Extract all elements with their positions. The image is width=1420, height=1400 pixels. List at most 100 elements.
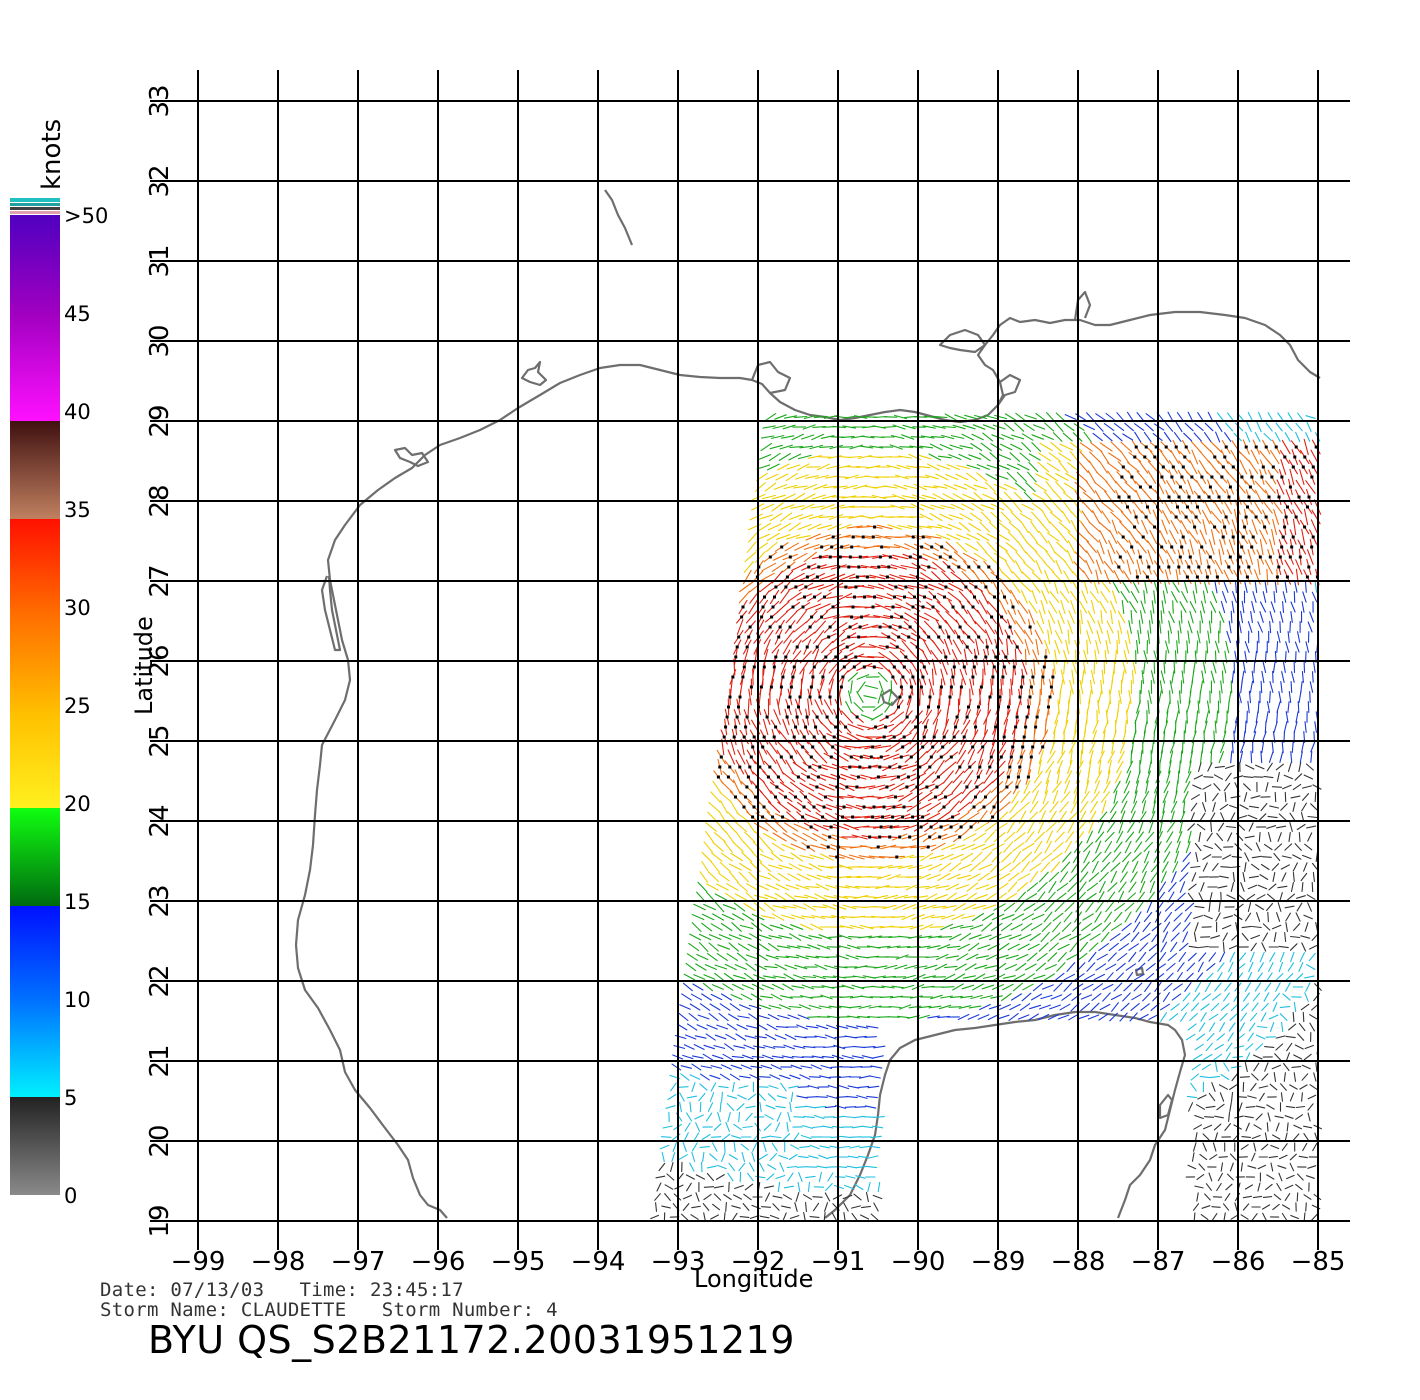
- rain-flag-marker: [809, 685, 813, 689]
- wind-vector: [922, 709, 933, 725]
- wind-vector: [1017, 1014, 1030, 1020]
- wind-vector: [941, 434, 955, 440]
- wind-vector: [1296, 823, 1306, 831]
- wind-vector: [998, 454, 1012, 460]
- wind-vector: [800, 1134, 812, 1140]
- wind-vector: [1110, 870, 1118, 884]
- wind-vector: [1099, 880, 1106, 894]
- wind-vector: [996, 532, 1010, 542]
- wind-vector: [886, 945, 901, 949]
- rain-flag-marker: [828, 555, 832, 559]
- wind-vector: [745, 954, 759, 960]
- rain-flag-marker: [959, 825, 963, 829]
- coastline-gulf-north-west: [294, 310, 1321, 1219]
- wind-vector: [972, 983, 984, 991]
- wind-vector: [1053, 982, 1063, 992]
- wind-vector: [973, 552, 987, 562]
- rain-flag-marker: [1194, 515, 1198, 519]
- rain-flag-marker: [845, 785, 849, 789]
- wind-vector: [1100, 791, 1110, 803]
- wind-vector: [1213, 1123, 1222, 1131]
- rain-flag-marker: [1003, 595, 1006, 599]
- wind-vector: [1109, 1012, 1118, 1022]
- wind-vector: [847, 944, 861, 950]
- wind-vector: [1284, 905, 1295, 909]
- wind-vector: [754, 1035, 767, 1039]
- rain-flag-marker: [977, 565, 981, 569]
- wind-vector: [898, 792, 913, 802]
- rain-flag-marker: [951, 815, 955, 819]
- rain-flag-marker: [898, 695, 902, 699]
- rain-flag-marker: [807, 565, 811, 569]
- wind-vector: [1093, 659, 1096, 675]
- wind-vector: [810, 923, 824, 931]
- wind-vector: [780, 435, 795, 439]
- wind-vector: [812, 832, 828, 842]
- rain-flag-marker: [932, 735, 936, 739]
- wind-vector: [1262, 1212, 1268, 1222]
- wind-vector: [1160, 871, 1167, 883]
- wind-vector: [769, 444, 783, 450]
- wind-vector: [1259, 529, 1268, 545]
- wind-vector: [701, 1133, 711, 1141]
- rain-flag-marker: [747, 635, 751, 639]
- wind-vector: [990, 922, 1003, 932]
- wind-vector: [1196, 1033, 1206, 1041]
- wind-vector: [1023, 423, 1035, 431]
- wind-vector: [754, 482, 766, 492]
- rain-flag-marker: [827, 635, 831, 639]
- wind-vector: [682, 1054, 694, 1060]
- wind-vector: [1173, 912, 1183, 922]
- wind-vector: [796, 1095, 808, 1099]
- wind-vector: [1182, 931, 1189, 943]
- wind-vector: [804, 475, 819, 479]
- wind-vector: [975, 638, 980, 656]
- wind-vector: [1243, 783, 1251, 791]
- wind-vector: [941, 843, 956, 851]
- rain-flag-marker: [1153, 455, 1157, 459]
- wind-vector: [1180, 680, 1183, 694]
- wind-vector: [1143, 841, 1153, 853]
- wind-vector: [784, 892, 798, 902]
- rain-flag-marker: [908, 695, 912, 699]
- wind-vector: [1039, 442, 1053, 452]
- wind-vector: [1042, 501, 1053, 513]
- wind-vector: [1029, 932, 1041, 942]
- wind-vector: [1284, 931, 1287, 943]
- rain-flag-marker: [1207, 495, 1211, 499]
- wind-vector: [1069, 679, 1074, 695]
- wind-vector: [1063, 911, 1073, 923]
- wind-vector: [1237, 815, 1248, 819]
- wind-vector: [1259, 611, 1264, 623]
- wind-vector: [928, 935, 943, 939]
- wind-vector: [948, 582, 964, 592]
- wind-vector: [1090, 669, 1095, 685]
- wind-vector: [1210, 529, 1216, 545]
- wind-vector: [763, 1045, 776, 1049]
- wind-vector: [720, 800, 728, 814]
- wind-vector: [721, 1091, 723, 1103]
- wind-vector: [983, 770, 994, 784]
- rain-flag-marker: [967, 565, 971, 569]
- wind-vector: [731, 1205, 741, 1209]
- wind-vector: [960, 503, 975, 511]
- wind-vector: [1258, 831, 1261, 843]
- wind-vector: [883, 545, 901, 549]
- wind-vector: [1056, 541, 1068, 553]
- wind-vector: [1135, 831, 1144, 843]
- wind-vector: [958, 522, 971, 532]
- wind-vector: [852, 1125, 864, 1129]
- rain-flag-marker: [988, 765, 992, 769]
- rain-flag-marker: [1228, 555, 1232, 559]
- wind-vector: [1081, 922, 1093, 932]
- rain-flag-marker: [1288, 485, 1292, 489]
- wind-vector: [1090, 599, 1096, 615]
- wind-vector: [1102, 992, 1111, 1002]
- wind-vector: [1203, 580, 1209, 594]
- wind-vector: [1194, 1132, 1198, 1142]
- wind-vector: [786, 1165, 798, 1169]
- wind-vector: [1147, 549, 1154, 565]
- wind-vector: [1314, 791, 1317, 803]
- wind-vector: [1057, 750, 1066, 764]
- wind-vector: [1217, 1172, 1223, 1182]
